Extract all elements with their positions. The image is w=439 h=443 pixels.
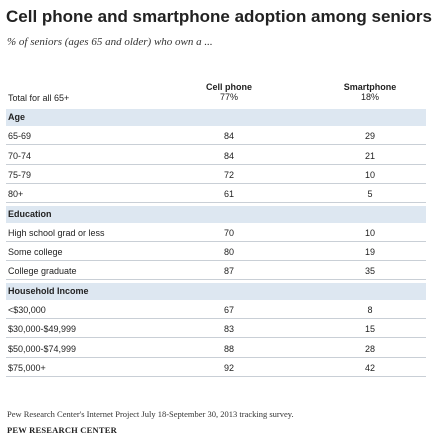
- table-row: 80+ 61 5: [6, 186, 426, 204]
- section-header: Education: [6, 205, 426, 223]
- cell-phone-value: 92: [223, 362, 234, 373]
- table-row: $75,000+ 92 42: [6, 360, 426, 377]
- cell-phone-value: 72: [223, 169, 234, 180]
- column-header-cell-phone: Cell phone: [205, 82, 252, 92]
- row-label: Some college: [8, 247, 63, 258]
- chart-title: Cell phone and smartphone adoption among…: [6, 7, 432, 26]
- section-label: Household Income: [8, 285, 89, 296]
- cell-phone-value: 61: [223, 189, 234, 200]
- row-label: 75-79: [8, 169, 32, 180]
- brand-label: PEW RESEARCH CENTER: [7, 425, 117, 435]
- chart-subtitle: % of seniors (ages 65 and older) who own…: [7, 36, 213, 48]
- cell-phone-value: 77%: [219, 92, 238, 102]
- table-row: $50,000-$74,999 88 28: [6, 341, 426, 358]
- smartphone-value: 35: [364, 266, 375, 277]
- section-header: Household Income: [6, 282, 426, 300]
- row-label: High school grad or less: [8, 227, 105, 238]
- source-note: Pew Research Center's Internet Project J…: [7, 409, 294, 419]
- row-label: 65-69: [8, 131, 32, 142]
- section-header: Age: [6, 109, 426, 126]
- smartphone-value: 28: [364, 343, 375, 354]
- table-row: $30,000-$49,999 83 15: [6, 321, 426, 339]
- smartphone-value: 42: [364, 362, 375, 373]
- cell-phone-value: 84: [223, 131, 234, 142]
- smartphone-value: 10: [364, 227, 375, 238]
- row-label: Total for all 65+: [8, 93, 70, 103]
- smartphone-value: 19: [364, 247, 375, 258]
- section-label: Education: [8, 208, 52, 219]
- table-row: College graduate 87 35: [6, 263, 426, 281]
- column-header-smartphone: Smartphone: [343, 82, 397, 92]
- table-row: 75-79 72 10: [6, 167, 426, 184]
- smartphone-value: 15: [364, 324, 375, 335]
- section-label: Age: [8, 112, 26, 122]
- table-row: 70-74 84 21: [6, 148, 426, 165]
- smartphone-value: 5: [367, 189, 373, 200]
- row-label: 80+: [8, 189, 24, 200]
- row-label: $50,000-$74,999: [8, 343, 77, 354]
- smartphone-value: 18%: [360, 92, 379, 102]
- table-row: High school grad or less 70 10: [6, 225, 426, 242]
- table-row-total: Total for all 65+ 77% 18%: [6, 90, 426, 107]
- row-label: $30,000-$49,999: [8, 324, 77, 335]
- row-label: College graduate: [8, 266, 77, 277]
- table-row: <$30,000 67 8: [6, 302, 426, 319]
- smartphone-value: 21: [364, 150, 375, 161]
- cell-phone-value: 67: [223, 305, 234, 315]
- table-row: 65-69 84 29: [6, 128, 426, 146]
- cell-phone-value: 87: [223, 266, 234, 277]
- cell-phone-value: 84: [223, 150, 234, 161]
- row-label: 70-74: [8, 150, 32, 161]
- row-label: <$30,000: [8, 305, 46, 315]
- cell-phone-value: 88: [223, 343, 234, 354]
- cell-phone-value: 80: [223, 247, 234, 258]
- smartphone-value: 8: [367, 305, 373, 315]
- row-label: $75,000+: [8, 362, 46, 373]
- table-row: Some college 80 19: [6, 244, 426, 262]
- smartphone-value: 10: [364, 169, 375, 180]
- cell-phone-value: 70: [223, 227, 234, 238]
- cell-phone-value: 83: [223, 324, 234, 335]
- smartphone-value: 29: [364, 131, 375, 142]
